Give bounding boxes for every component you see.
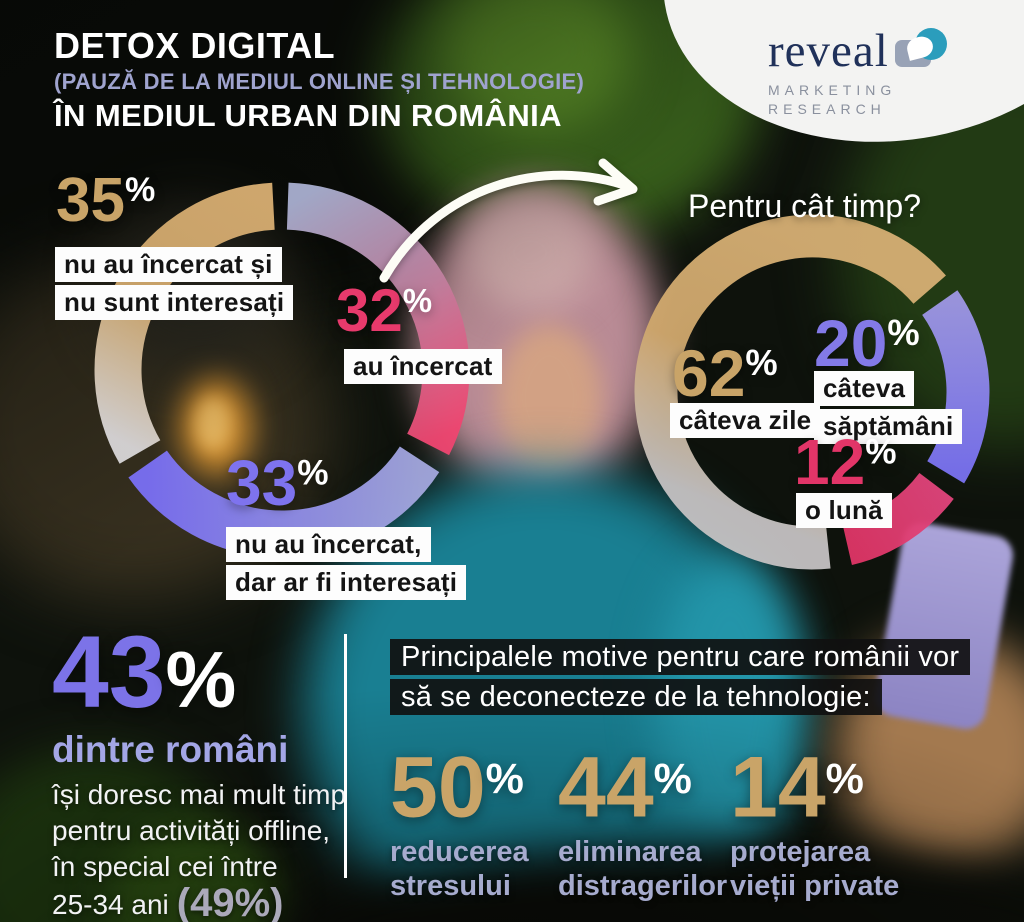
reveal-logo-icon	[894, 28, 951, 74]
age-range: 25-34 ani	[52, 889, 169, 920]
logo-tagline-line1: MARKETING	[768, 82, 897, 98]
page-title-region: ÎN MEDIUL URBAN DIN ROMÂNIA	[54, 98, 562, 133]
heading-line: Principalele motive pentru care românii …	[390, 639, 971, 675]
percent-sign: %	[887, 311, 920, 353]
percent-sign: %	[745, 341, 778, 383]
motive-value: 44	[558, 739, 654, 836]
page-title: DETOX DIGITAL	[54, 25, 336, 66]
label-line: câteva	[814, 371, 915, 406]
description-line: în special cei între	[52, 851, 278, 882]
label-line: reducerea	[390, 835, 529, 868]
percent-sign: %	[402, 281, 433, 319]
age-highlight-percent: (49%)	[176, 881, 284, 922]
logo-tagline: MARKETING RESEARCH	[768, 81, 1008, 119]
offline-stat-number: 43%	[52, 621, 346, 730]
curved-arrow-icon	[379, 158, 638, 283]
label-would-try: nu au încercat, dar ar fi interesați	[226, 527, 467, 603]
label-line: dar ar fi interesați	[226, 565, 467, 600]
stat-would-try-value: 33	[226, 447, 298, 519]
duration-question-title: Pentru cât timp?	[688, 188, 921, 224]
description-line: pentru activități offline,	[52, 815, 331, 846]
stat-few-weeks-value: 20	[814, 306, 888, 380]
label-line: câteva zile	[670, 403, 821, 438]
label-line: distragerilor	[558, 869, 728, 902]
motive-stress-label: reducerea stresului	[390, 835, 529, 903]
stat-would-try: 33%	[226, 451, 328, 515]
motive-privacy-label: protejarea vieții private	[730, 835, 899, 903]
label-not-interested: nu au încercat și nu sunt interesați	[55, 247, 294, 323]
vertical-divider	[344, 634, 347, 878]
offline-stat-description: își doresc mai mult timp pentru activită…	[52, 777, 346, 922]
logo-wordmark: reveal	[768, 25, 889, 77]
label-one-month: o lună	[796, 493, 892, 531]
motive-value: 50	[390, 739, 486, 836]
logo-tagline-line2: RESEARCH	[768, 101, 886, 117]
donut-segment	[634, 214, 946, 570]
percent-sign: %	[165, 635, 237, 724]
offline-time-stat: 43% dintre români își doresc mai mult ti…	[52, 621, 346, 922]
description-line: își doresc mai mult timp	[52, 779, 347, 810]
label-line: protejarea	[730, 835, 871, 868]
offline-stat-value: 43	[52, 615, 166, 729]
donut-segment	[921, 290, 990, 484]
motive-stress-number: 50%	[390, 738, 529, 831]
offline-stat-subtitle: dintre români	[52, 729, 289, 770]
stat-few-days: 62%	[672, 340, 778, 406]
percent-sign: %	[653, 755, 692, 803]
motive-distractions: 44% eliminarea distragerilor	[558, 738, 727, 903]
motive-distractions-label: eliminarea distragerilor	[558, 835, 727, 903]
label-tried: au încercat	[344, 349, 502, 387]
motive-distractions-number: 44%	[558, 738, 727, 831]
donut-segment	[841, 472, 954, 565]
percent-sign: %	[124, 171, 156, 210]
stat-not-interested: 35%	[56, 170, 155, 232]
motive-value: 14	[730, 739, 826, 836]
page-subtitle: (PAUZĂ DE LA MEDIUL ONLINE ȘI TEHNOLOGIE…	[54, 69, 585, 94]
percent-sign: %	[865, 432, 897, 472]
label-line: săptămâni	[814, 409, 963, 444]
donut-chart-detox-duration	[634, 214, 990, 570]
label-line: stresului	[390, 869, 511, 902]
label-few-days: câteva zile	[670, 403, 821, 441]
donut-segment	[94, 182, 276, 464]
stat-tried-value: 32	[336, 277, 403, 344]
stat-one-month: 12%	[794, 430, 896, 494]
description-line-last: 25-34 ani (49%)	[52, 883, 346, 922]
label-line: o lună	[796, 493, 892, 528]
motive-privacy: 14% protejarea vieții private	[730, 738, 899, 903]
motive-privacy-number: 14%	[730, 738, 899, 831]
percent-sign: %	[825, 755, 864, 803]
percent-sign: %	[485, 755, 524, 803]
label-line: nu au încercat și	[55, 247, 282, 282]
reveal-logo: reveal MARKETING RESEARCH	[768, 28, 1008, 119]
header: DETOX DIGITAL (PAUZĂ DE LA MEDIUL ONLINE…	[54, 26, 584, 134]
stat-few-days-value: 62	[672, 336, 746, 410]
motive-stress: 50% reducerea stresului	[390, 738, 529, 903]
stat-tried: 32%	[336, 281, 432, 341]
label-line: nu sunt interesați	[55, 285, 294, 320]
label-line: eliminarea	[558, 835, 702, 868]
percent-sign: %	[297, 453, 329, 493]
label-line: au încercat	[344, 349, 502, 384]
donut-segment	[286, 182, 470, 456]
stat-one-month-value: 12	[794, 426, 866, 498]
label-few-weeks: câteva săptămâni	[814, 371, 963, 447]
stat-few-weeks: 20%	[814, 310, 920, 376]
heading-line: să se deconecteze de la tehnologie:	[390, 679, 882, 715]
stat-not-interested-value: 35	[56, 166, 125, 235]
motives-heading: Principalele motive pentru care românii …	[390, 639, 971, 719]
label-line: vieții private	[730, 869, 900, 902]
label-line: nu au încercat,	[226, 527, 431, 562]
